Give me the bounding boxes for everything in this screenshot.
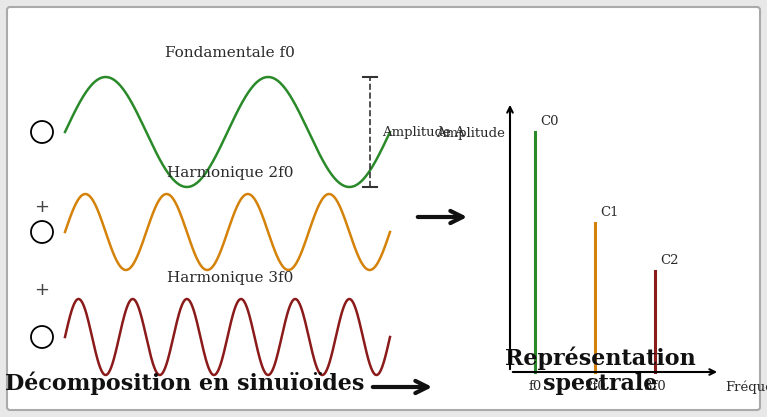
FancyBboxPatch shape	[7, 7, 760, 410]
Text: Amplitude: Amplitude	[436, 127, 505, 140]
Text: 3f0: 3f0	[644, 380, 666, 393]
Text: +: +	[35, 198, 50, 216]
Text: C2: C2	[660, 254, 679, 267]
Text: Amplitude A: Amplitude A	[382, 126, 465, 138]
Text: Harmonique 2f0: Harmonique 2f0	[166, 166, 293, 180]
Text: 2f0: 2f0	[584, 380, 606, 393]
Text: Fondamentale f0: Fondamentale f0	[165, 46, 295, 60]
Text: Harmonique 3f0: Harmonique 3f0	[166, 271, 293, 285]
Text: C0: C0	[540, 115, 558, 128]
Text: Décomposition en sinuïoïdes: Décomposition en sinuïoïdes	[5, 372, 364, 395]
Text: Fréquence: Fréquence	[725, 380, 767, 394]
Text: f0: f0	[528, 380, 542, 393]
Text: +: +	[35, 281, 50, 299]
Text: C1: C1	[600, 206, 618, 219]
Text: Représentation
spectrale: Représentation spectrale	[505, 346, 696, 395]
